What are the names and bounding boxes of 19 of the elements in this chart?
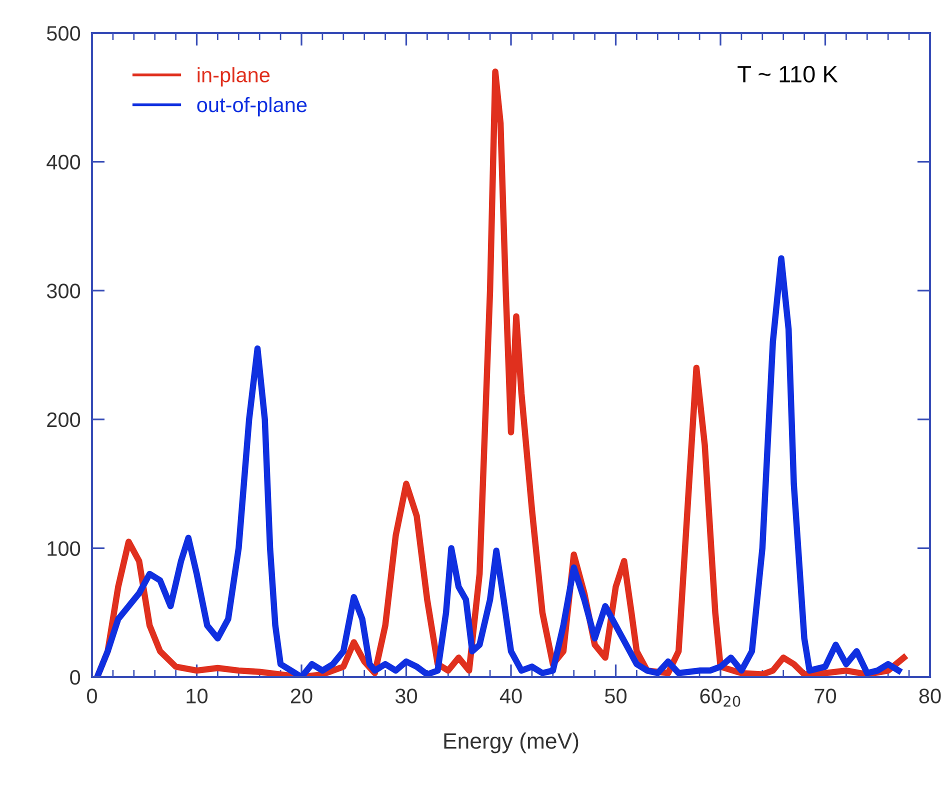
x-tick-label: 20 [290, 688, 312, 704]
y-tick-label: 200 [47, 412, 80, 428]
x-tick-label: 40 [500, 688, 522, 704]
legend-label: in-plane [198, 67, 270, 87]
x-tick-label: 60$_{20}$ [700, 688, 740, 707]
x-tick-label: 30 [395, 688, 418, 704]
legend-label: out-of-plane [197, 96, 307, 116]
x-tick-label: 10 [186, 688, 208, 704]
x-tick-label: 80 [919, 688, 941, 704]
y-tick-label: 300 [46, 284, 80, 298]
x-tick-label: 50 [605, 688, 627, 704]
x-tick-label: 70 [814, 688, 836, 704]
y-tick-label: 400 [46, 154, 80, 170]
annotation: T ~ 110 K [738, 66, 838, 83]
y-tick-label: 0 [70, 670, 80, 685]
y-tick-label: 100 [48, 541, 80, 556]
x-tick-label: 0 [87, 688, 97, 704]
x-axis-title: Energy (meV) [444, 732, 578, 754]
y-tick-label: 500 [46, 26, 80, 41]
